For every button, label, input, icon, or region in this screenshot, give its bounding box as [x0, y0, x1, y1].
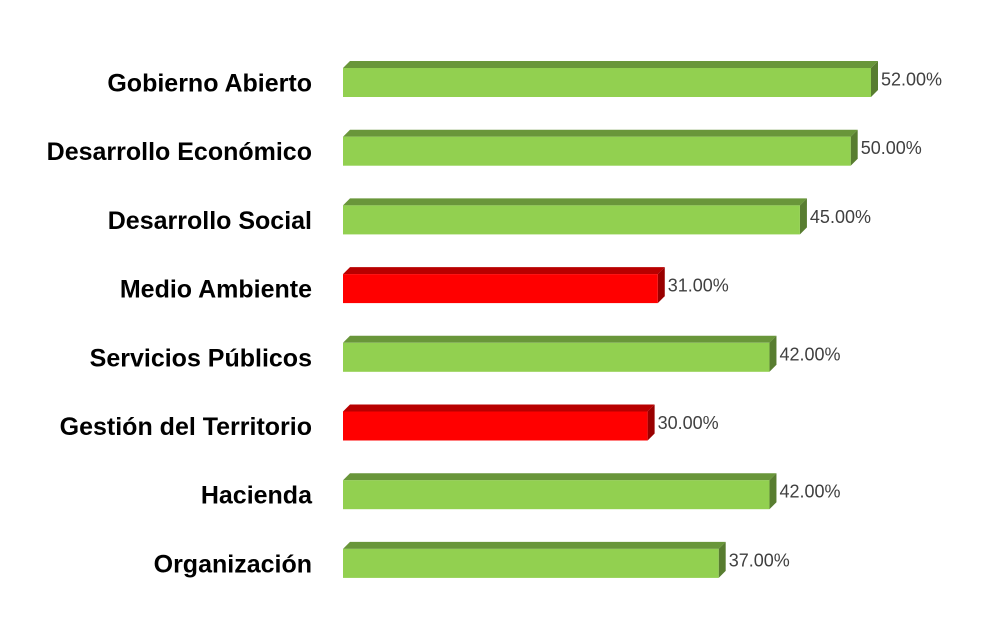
- category-label: Servicios Públicos: [90, 344, 312, 372]
- bar-top-face: [343, 129, 858, 137]
- bar-side-face: [769, 473, 777, 510]
- category-label: Gestión del Territorio: [60, 413, 312, 441]
- value-label: 45.00%: [810, 207, 871, 227]
- bar-side-face: [657, 267, 665, 304]
- bar-top-face: [343, 198, 807, 206]
- value-label: 37.00%: [729, 550, 790, 570]
- bar-8: [343, 541, 726, 578]
- bar-side-face: [769, 335, 777, 372]
- category-label: Gobierno Abierto: [107, 70, 312, 98]
- bar-6: [343, 404, 655, 441]
- bars-layer: [343, 61, 878, 578]
- bar-4: [343, 267, 665, 304]
- value-label: 31.00%: [668, 276, 729, 296]
- value-label: 42.00%: [779, 482, 840, 502]
- bar-front-face: [343, 68, 871, 97]
- bar-side-face: [718, 541, 726, 578]
- bar-front-face: [343, 548, 719, 578]
- value-label: 30.00%: [658, 413, 719, 433]
- bar-front-face: [343, 411, 648, 441]
- bar-side-face: [799, 198, 807, 235]
- bar-top-face: [343, 541, 726, 549]
- bar-7: [343, 473, 777, 510]
- bar-top-face: [343, 61, 878, 68]
- category-label: Desarrollo Social: [108, 207, 312, 235]
- bar-front-face: [343, 342, 770, 372]
- bar-1: [343, 61, 878, 97]
- bar-top-face: [343, 267, 665, 275]
- bar-side-face: [850, 129, 858, 166]
- category-label: Desarrollo Económico: [47, 138, 312, 166]
- bar-front-face: [343, 274, 658, 304]
- bar-side-face: [871, 61, 878, 97]
- category-label: Hacienda: [201, 482, 313, 510]
- bar-2: [343, 129, 858, 166]
- bar-3: [343, 198, 807, 235]
- value-label: 52.00%: [881, 70, 942, 90]
- value-label: 50.00%: [861, 138, 922, 158]
- labels-layer: Gobierno Abierto 52.00% Desarrollo Económi…: [47, 70, 942, 579]
- bar-side-face: [647, 404, 655, 441]
- bar-front-face: [343, 480, 770, 510]
- bar-front-face: [343, 205, 800, 235]
- bar-5: [343, 335, 777, 372]
- category-label: Organización: [154, 550, 312, 578]
- bar-front-face: [343, 136, 851, 166]
- bar-top-face: [343, 404, 655, 412]
- category-label: Medio Ambiente: [120, 276, 312, 304]
- value-label: 42.00%: [779, 344, 840, 364]
- bar-top-face: [343, 473, 777, 481]
- bar-top-face: [343, 335, 777, 343]
